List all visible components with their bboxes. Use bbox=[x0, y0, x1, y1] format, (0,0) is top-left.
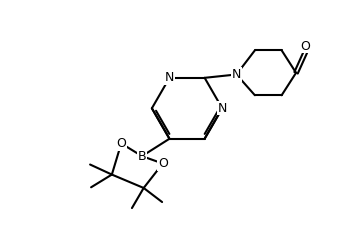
Text: N: N bbox=[232, 68, 241, 81]
Text: O: O bbox=[301, 40, 310, 53]
Text: B: B bbox=[138, 150, 146, 163]
Text: N: N bbox=[165, 71, 174, 84]
Text: O: O bbox=[116, 137, 126, 150]
Text: N: N bbox=[217, 102, 227, 115]
Text: O: O bbox=[158, 157, 168, 170]
